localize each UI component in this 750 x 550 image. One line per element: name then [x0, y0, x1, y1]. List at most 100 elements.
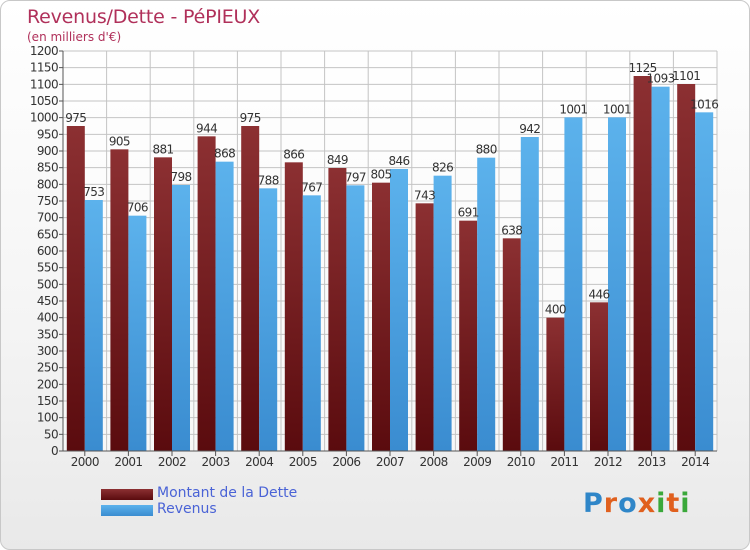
data-label-debt: 446 — [588, 287, 609, 301]
legend-debt-swatch — [101, 489, 153, 500]
y-tick-label: 1000 — [30, 111, 58, 125]
y-tick-label: 0 — [51, 444, 58, 458]
bar-debt — [677, 84, 696, 451]
bar-debt — [546, 317, 565, 451]
y-tick-label: 1200 — [30, 44, 58, 58]
data-label-revenue: 788 — [258, 173, 279, 187]
y-tick-label: 1100 — [30, 77, 58, 91]
logo-letter: r — [603, 488, 619, 519]
data-label-debt: 975 — [240, 111, 261, 125]
bar-revenue — [520, 137, 539, 451]
data-label-revenue: 826 — [432, 161, 453, 175]
bar-debt — [328, 168, 347, 451]
bar-debt — [502, 238, 521, 451]
bar-revenue — [84, 200, 103, 451]
bar-layer — [66, 76, 714, 452]
bar-revenue — [433, 175, 452, 451]
x-tick-label: 2005 — [289, 455, 317, 469]
legend-debt-label: Montant de la Dette — [157, 485, 298, 501]
bar-debt — [241, 126, 260, 451]
bar-revenue — [695, 112, 714, 451]
bar-revenue — [564, 117, 583, 451]
y-tick-label: 800 — [37, 177, 58, 191]
data-label-debt: 691 — [458, 206, 479, 220]
bar-debt — [197, 136, 216, 452]
logo-letter: o — [618, 488, 638, 519]
data-label-debt: 975 — [65, 111, 86, 125]
chart-subtitle: (en milliers d'€) — [27, 30, 122, 44]
x-tick-label: 2007 — [376, 455, 404, 469]
x-tick-label: 2006 — [332, 455, 360, 469]
data-label-debt: 905 — [109, 134, 130, 148]
x-tick-label: 2008 — [420, 455, 448, 469]
y-tick-label: 950 — [37, 127, 58, 141]
data-label-debt: 881 — [152, 142, 173, 156]
data-label-revenue: 1001 — [559, 102, 587, 116]
bar-revenue — [390, 169, 408, 451]
data-label-debt: 849 — [327, 153, 348, 167]
data-label-revenue: 942 — [519, 122, 540, 136]
bar-debt — [154, 157, 172, 452]
bar-revenue — [302, 195, 321, 451]
data-label-debt: 866 — [283, 147, 304, 161]
logo-letter: i — [680, 488, 691, 519]
proxiti-logo: Proxiti — [583, 488, 691, 519]
y-tick-label: 350 — [37, 327, 58, 341]
y-tick-label: 250 — [37, 361, 58, 375]
y-tick-label: 300 — [37, 344, 58, 358]
data-label-debt: 638 — [501, 223, 522, 237]
data-label-revenue: 797 — [345, 170, 366, 184]
y-tick-label: 200 — [37, 377, 58, 391]
y-tick-label: 750 — [37, 194, 58, 208]
data-label-revenue: 880 — [476, 143, 497, 157]
bar-debt — [284, 162, 303, 452]
bar-debt — [459, 220, 478, 451]
logo-letter: P — [583, 488, 604, 519]
chart-title: Revenus/Dette - PéPIEUX — [27, 6, 261, 28]
y-tick-label: 600 — [37, 244, 58, 258]
x-tick-label: 2009 — [463, 455, 491, 469]
bar-revenue — [128, 215, 147, 451]
data-label-revenue: 767 — [301, 180, 322, 194]
y-tick-label: 400 — [37, 311, 58, 325]
y-tick-label: 650 — [37, 227, 58, 241]
x-tick-label: 2014 — [681, 455, 709, 469]
bar-debt — [590, 302, 608, 451]
bar-revenue — [346, 185, 365, 452]
y-tick-label: 500 — [37, 277, 58, 291]
label-layer: 975 753 905 706 881 798 944 868 975 788 866 767 849 7… — [65, 61, 719, 317]
logo-letter: x — [637, 488, 657, 519]
x-tick-label: 2013 — [638, 455, 666, 469]
x-tick-label: 2004 — [245, 455, 273, 469]
data-label-revenue: 868 — [214, 147, 235, 161]
x-tick-label: 2003 — [202, 455, 230, 469]
data-label-debt: 743 — [414, 188, 435, 202]
data-label-revenue: 1093 — [647, 72, 675, 86]
bar-revenue — [215, 161, 234, 451]
bar-debt — [633, 76, 652, 451]
y-tick-label: 50 — [44, 427, 58, 441]
bar-revenue — [259, 188, 278, 452]
bar-debt — [372, 182, 390, 451]
data-label-revenue: 1001 — [603, 102, 631, 116]
y-tick-label: 1150 — [30, 61, 58, 75]
x-tick-label: 2011 — [550, 455, 578, 469]
x-tick-label: 2010 — [507, 455, 535, 469]
bar-revenue — [477, 157, 496, 451]
y-tick-label: 1050 — [30, 94, 58, 108]
y-tick-label: 850 — [37, 161, 58, 175]
y-tick-label: 150 — [37, 394, 58, 408]
bar-revenue — [608, 117, 626, 451]
data-label-revenue: 846 — [388, 154, 409, 168]
data-label-revenue: 753 — [83, 185, 104, 199]
logo-letter: t — [666, 488, 681, 519]
legend-revenue-swatch — [101, 505, 153, 516]
y-tick-label: 550 — [37, 261, 58, 275]
logo-letter: i — [656, 488, 667, 519]
bar-debt — [110, 149, 129, 452]
x-tick-label: 2012 — [594, 455, 622, 469]
data-label-debt: 944 — [196, 121, 217, 135]
y-tick-label: 700 — [37, 211, 58, 225]
x-tick-label: 2000 — [71, 455, 99, 469]
